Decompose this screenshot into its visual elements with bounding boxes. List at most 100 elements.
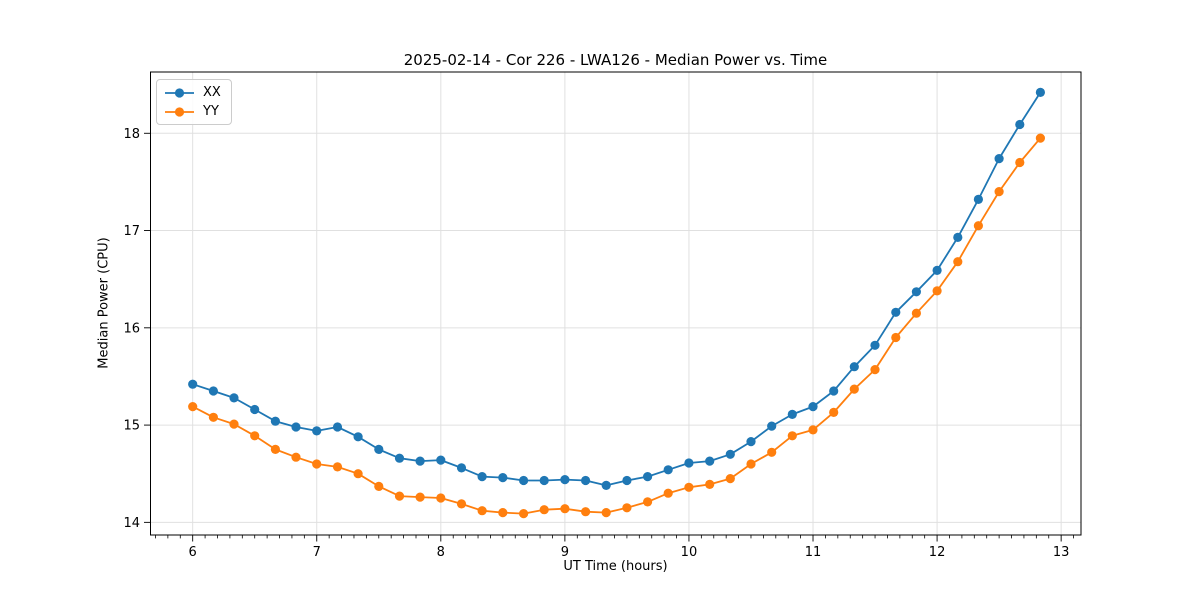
series-xx-marker	[891, 307, 901, 317]
x-tick-label: 13	[1053, 545, 1070, 560]
x-tick-label: 12	[929, 545, 946, 560]
series-xx-marker	[994, 154, 1004, 164]
series-xx-marker	[353, 432, 363, 442]
y-tick-label: 17	[123, 224, 140, 239]
series-xx-marker	[973, 194, 984, 204]
series-xx-marker	[270, 416, 280, 426]
series-yy-marker	[560, 504, 570, 514]
series-xx-marker	[911, 287, 922, 297]
series-yy-marker	[208, 412, 218, 422]
chart-title: 2025-02-14 - Cor 226 - LWA126 - Median P…	[403, 51, 828, 69]
series-yy-marker	[477, 506, 487, 516]
series-yy-marker	[849, 384, 859, 394]
series-xx-marker	[870, 340, 880, 350]
series-xx-marker	[291, 422, 301, 432]
x-tick-label: 10	[681, 545, 698, 560]
series-xx-marker	[188, 379, 198, 389]
series-xx-marker	[829, 386, 839, 396]
series-xx-marker	[581, 475, 591, 486]
series-xx-marker	[477, 472, 487, 482]
series-yy-marker	[663, 488, 673, 498]
series-xx-marker	[767, 421, 777, 431]
series-yy-marker	[415, 492, 425, 502]
series-yy-marker	[1035, 133, 1045, 143]
series-yy-marker	[601, 507, 611, 518]
series-yy-marker	[332, 462, 343, 472]
legend-label-yy: YY	[203, 104, 219, 119]
series-xx-marker	[374, 444, 384, 454]
series-xx-marker	[725, 449, 735, 459]
series-yy-marker	[932, 286, 942, 296]
series-xx-marker	[932, 265, 942, 275]
x-tick-label: 7	[313, 545, 321, 560]
series-yy-marker	[456, 499, 467, 509]
series-xx-marker	[953, 232, 963, 242]
series-xx-marker	[415, 456, 425, 466]
series-yy-marker	[705, 479, 715, 489]
legend-item-xx: XX	[164, 84, 221, 101]
series-xx-marker	[539, 475, 549, 486]
series-yy-marker	[684, 482, 694, 492]
y-tick-label: 15	[123, 419, 140, 434]
series-yy-marker	[994, 187, 1004, 197]
series-xx-marker	[436, 455, 446, 465]
series-xx-marker	[498, 473, 508, 483]
series-xx-marker	[663, 465, 673, 475]
series-yy-marker	[622, 503, 632, 513]
series-yy-marker	[291, 452, 301, 462]
series-yy-marker	[973, 221, 984, 231]
series-yy-marker	[188, 402, 198, 412]
series-xx-marker	[622, 475, 632, 486]
series-xx-marker	[787, 409, 797, 419]
series-xx-marker	[560, 475, 570, 485]
x-tick-label: 11	[805, 545, 822, 560]
series-xx-marker	[456, 463, 467, 473]
legend-item-yy: YY	[164, 103, 221, 120]
series-xx-marker	[312, 426, 322, 436]
series-xx-marker	[1015, 119, 1025, 130]
series-yy-marker	[953, 257, 963, 267]
series-yy-marker	[436, 493, 446, 503]
series-xx-marker	[808, 402, 818, 412]
x-tick-label: 6	[189, 545, 197, 560]
series-yy-marker	[725, 474, 735, 484]
series-yy-marker	[539, 505, 549, 515]
series-yy-marker	[519, 508, 529, 519]
series-xx-marker	[394, 453, 405, 463]
series-yy-marker	[374, 481, 384, 491]
series-xx-marker	[332, 422, 343, 432]
series-yy-marker	[394, 491, 405, 501]
x-axis-label: UT Time (hours)	[563, 559, 668, 574]
series-yy-marker	[767, 447, 777, 457]
series-yy-marker	[870, 365, 880, 375]
series-xx-marker	[746, 437, 756, 447]
legend-label-xx: XX	[203, 85, 221, 100]
series-yy-marker	[746, 459, 756, 469]
series-yy-marker	[829, 407, 839, 417]
axes-frame	[150, 71, 1082, 536]
y-tick-label: 16	[123, 321, 140, 336]
y-tick-label: 18	[123, 127, 140, 142]
series-yy-marker	[270, 444, 280, 454]
series-yy-marker	[581, 507, 591, 517]
series-yy-marker	[787, 431, 797, 441]
series-xx-marker	[208, 386, 218, 396]
series-yy-marker	[353, 469, 363, 479]
series-xx-marker	[519, 475, 529, 486]
series-yy-marker	[808, 425, 818, 435]
series-xx-marker	[601, 480, 611, 490]
series-yy-marker	[250, 431, 260, 441]
series-yy-marker	[891, 332, 901, 343]
series-yy-marker	[498, 507, 508, 518]
legend-line-sample-yy-icon	[165, 106, 194, 117]
series-xx-marker	[643, 472, 653, 482]
y-tick-label: 14	[123, 516, 140, 531]
series-xx-marker	[1035, 87, 1045, 97]
legend-line-sample-xx-icon	[165, 87, 194, 98]
series-yy-marker	[643, 497, 653, 507]
series-xx-marker	[250, 404, 260, 415]
series-xx-marker	[705, 456, 715, 466]
series-yy-marker	[1015, 157, 1025, 168]
